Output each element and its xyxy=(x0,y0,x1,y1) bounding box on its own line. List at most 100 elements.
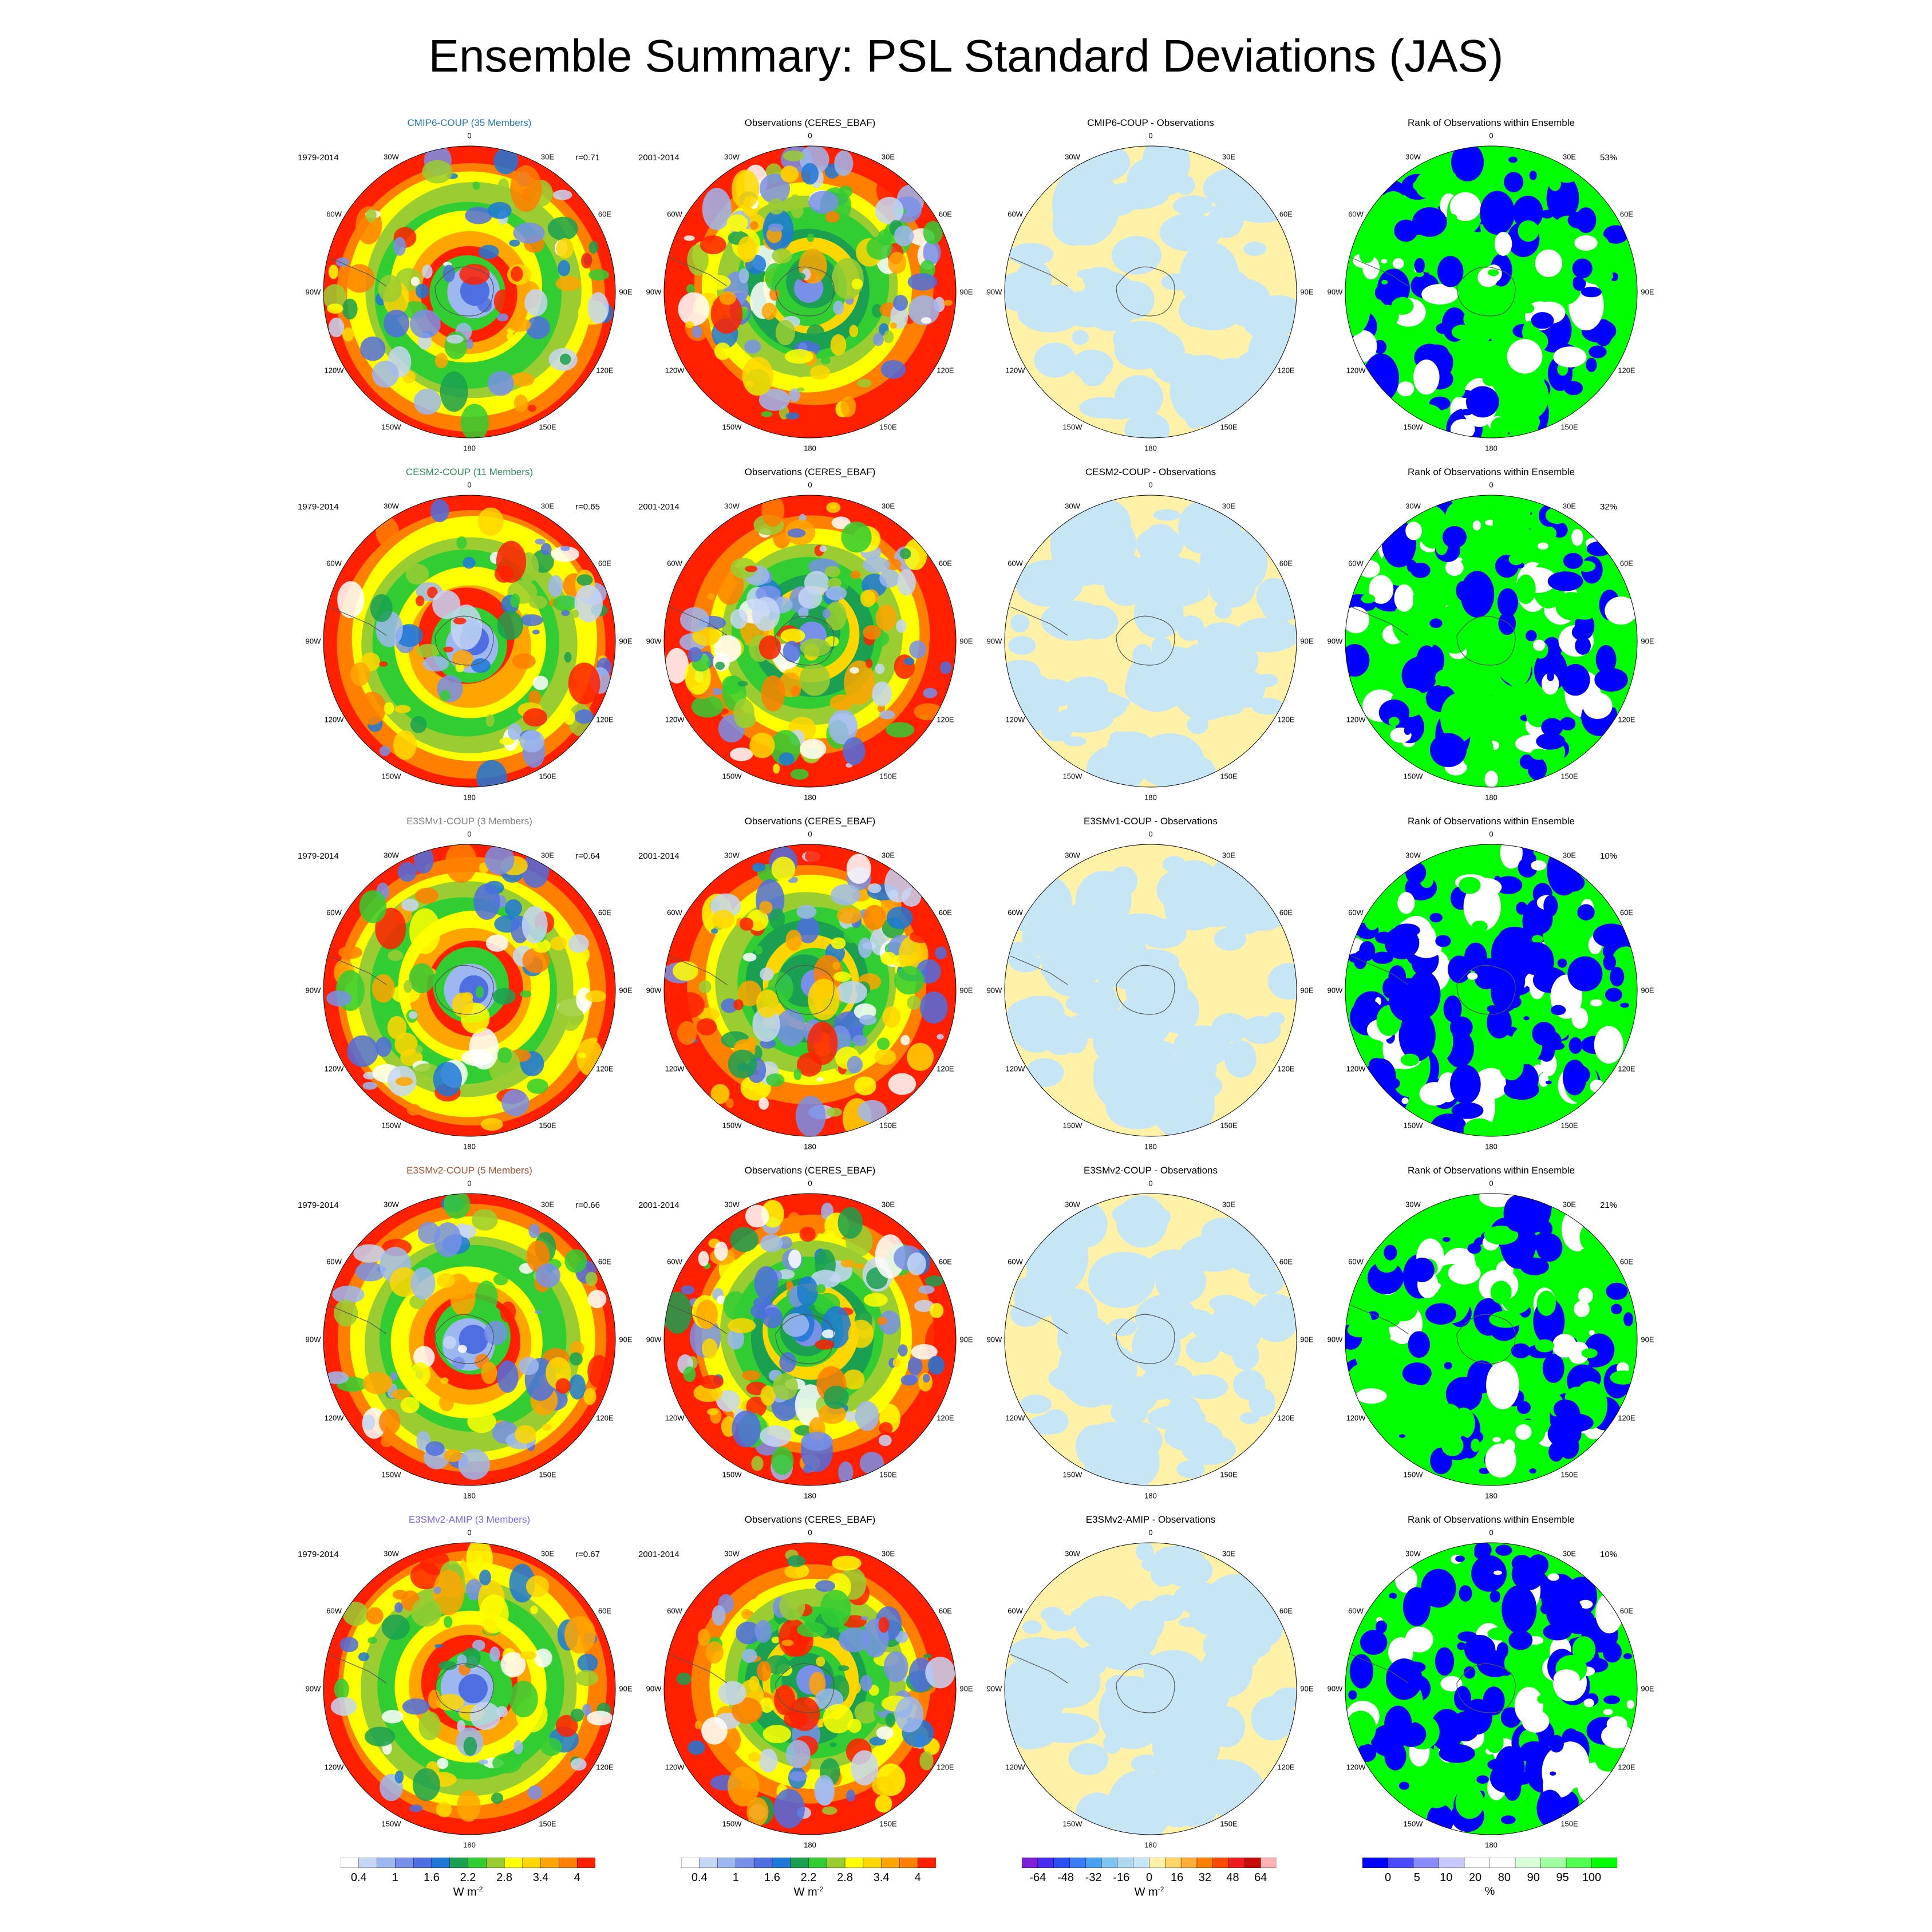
longitude-label: 150W xyxy=(1403,1470,1423,1479)
map-rank-patch xyxy=(1439,1744,1475,1763)
longitude-label: 120W xyxy=(324,715,344,724)
map-contour-patch xyxy=(795,1384,826,1427)
map-contour-patch xyxy=(457,1345,467,1353)
longitude-label: 150E xyxy=(879,422,897,432)
longitude-label: 90E xyxy=(619,1684,633,1693)
map-rank-patch xyxy=(1514,1686,1544,1724)
unit-text: % xyxy=(1484,1885,1495,1898)
page-title: Ensemble Summary: PSL Standard Deviation… xyxy=(428,30,1504,81)
map-contour-patch xyxy=(843,737,866,765)
map-contour-patch xyxy=(587,1290,607,1309)
map-contour-patch xyxy=(430,499,449,523)
longitude-label: 120E xyxy=(937,1064,954,1073)
map-contour-patch xyxy=(338,946,362,959)
longitude-label: 60W xyxy=(1008,210,1023,218)
map-contour-patch xyxy=(534,1310,542,1314)
map-contour-patch xyxy=(847,1056,863,1074)
map-field xyxy=(1345,1194,1637,1485)
map-contour-patch xyxy=(816,1656,825,1667)
map-contour-patch xyxy=(393,236,406,256)
map-rank-patch xyxy=(1548,1573,1559,1581)
map-contour-patch xyxy=(418,1711,441,1741)
map-contour-patch xyxy=(582,1704,592,1716)
map-contour-patch xyxy=(467,1410,496,1433)
map-contour-patch xyxy=(388,950,404,961)
map-rank-patch xyxy=(1474,1543,1492,1558)
rank-percent-label: 10% xyxy=(1600,1550,1618,1559)
map-rank-patch xyxy=(1578,1264,1608,1283)
longitude-label: 60E xyxy=(938,1257,952,1266)
map-contour-patch xyxy=(807,234,815,242)
map-rank-patch xyxy=(1345,606,1370,634)
map-rank-patch xyxy=(1430,733,1467,768)
map-rank-patch xyxy=(1421,284,1459,305)
longitude-label: 60E xyxy=(938,559,952,567)
longitude-label: 30W xyxy=(384,501,399,511)
colorbar-swatch xyxy=(1362,1858,1389,1868)
map-contour-patch xyxy=(772,1373,798,1400)
map-contour-patch xyxy=(484,844,515,875)
map-contour-patch xyxy=(811,1270,841,1289)
map-contour-patch xyxy=(799,663,831,696)
correlation-label: r=0.66 xyxy=(575,1200,600,1210)
longitude-label: 60W xyxy=(667,210,682,218)
map-diff-patch xyxy=(1200,1643,1253,1698)
map-contour-patch xyxy=(731,169,760,210)
map-diff-patch xyxy=(1208,201,1244,238)
colorbar-tick-label: 2.2 xyxy=(800,1871,817,1884)
longitude-label: 90W xyxy=(646,986,662,995)
map-contour-patch xyxy=(878,1617,890,1633)
longitude-label: 120E xyxy=(1618,1064,1635,1073)
map-rank-patch xyxy=(1415,172,1438,198)
map-rank-patch xyxy=(1550,1005,1566,1016)
map-rank-patch xyxy=(1536,733,1566,750)
map-diff-patch xyxy=(1252,1293,1297,1342)
map-contour-patch xyxy=(733,698,754,729)
map-border xyxy=(1004,1193,1297,1486)
map-field xyxy=(664,1543,956,1835)
map-border xyxy=(663,1542,957,1835)
longitude-label: 0 xyxy=(1489,829,1494,839)
map-contour-patch xyxy=(723,1291,748,1320)
map-diff-patch xyxy=(1022,1620,1042,1634)
map-contour-patch xyxy=(433,1586,441,1594)
map-contour-patch xyxy=(394,705,411,713)
colorbar xyxy=(1022,1858,1277,1868)
map-contour-patch xyxy=(852,1035,868,1046)
map-contour-patch xyxy=(781,1639,794,1646)
map-rank-patch xyxy=(1593,1375,1600,1383)
map-contour-patch xyxy=(821,1806,837,1815)
longitude-label: 120E xyxy=(596,1763,614,1771)
map-contour-patch xyxy=(509,239,520,247)
map-diff-patch xyxy=(1077,605,1119,640)
polar-map xyxy=(323,1193,616,1486)
map-rank-patch xyxy=(1494,286,1502,294)
map-contour-patch xyxy=(540,1737,562,1756)
map-contour-patch xyxy=(826,1108,843,1117)
longitude-label: 60E xyxy=(598,908,611,916)
colorbar-swatch xyxy=(1196,1858,1214,1868)
longitude-label: 90W xyxy=(305,637,321,646)
map-contour-patch xyxy=(564,1249,587,1273)
map-contour-patch xyxy=(883,330,894,343)
map-rank-patch xyxy=(1577,904,1595,920)
map-contour-patch xyxy=(863,1293,888,1307)
longitude-label: 120W xyxy=(324,1413,344,1422)
map-contour-patch xyxy=(362,1372,393,1394)
map-contour-patch xyxy=(365,208,377,223)
map-rank-patch xyxy=(1429,618,1443,629)
map-contour-patch xyxy=(890,322,897,329)
map-contour-patch xyxy=(390,1372,398,1381)
map-rank-patch xyxy=(1572,258,1593,279)
map-contour-patch xyxy=(825,601,847,631)
map-rank-patch xyxy=(1456,557,1463,562)
map-border xyxy=(1004,1542,1297,1835)
coastline-south-america xyxy=(329,1305,387,1334)
map-contour-patch xyxy=(745,1204,769,1228)
map-rank-patch xyxy=(1471,1439,1480,1452)
map-contour-patch xyxy=(462,1647,481,1669)
map-rank-patch xyxy=(1381,1077,1400,1090)
map-rank-patch xyxy=(1381,279,1388,285)
map-diff-patch xyxy=(1020,1394,1052,1414)
